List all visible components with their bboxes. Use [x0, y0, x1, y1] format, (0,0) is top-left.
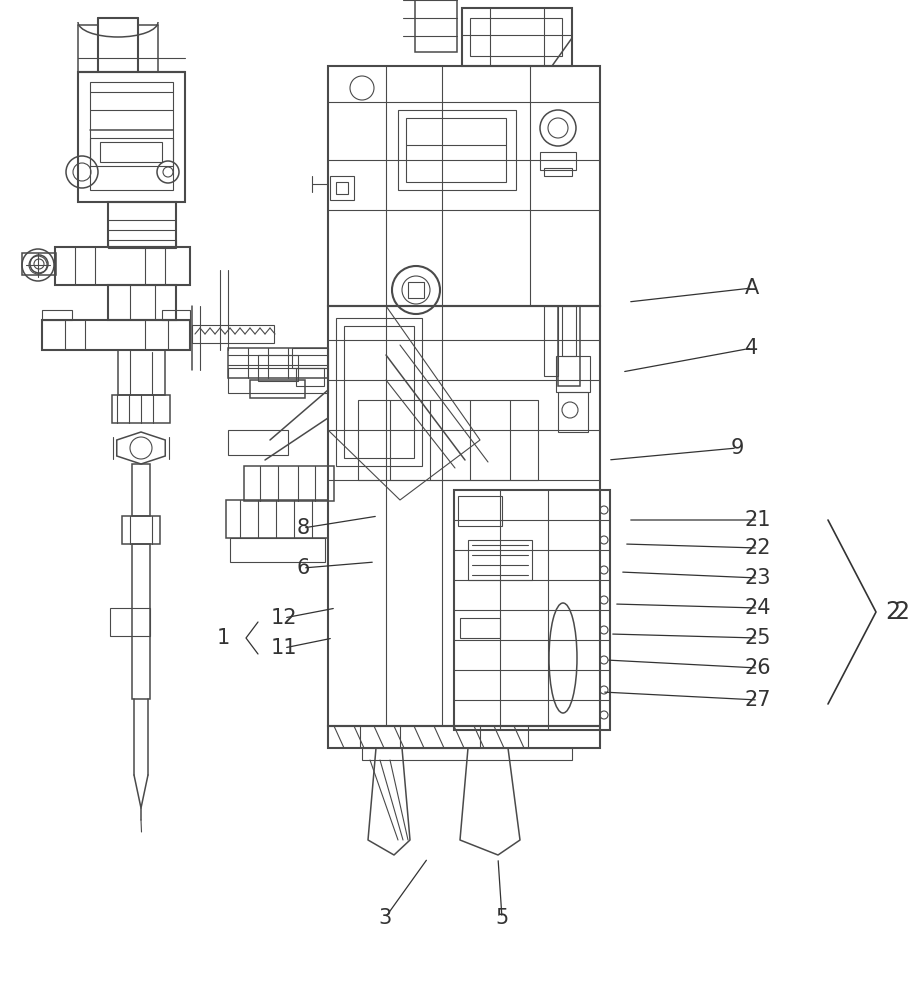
Text: 6: 6	[296, 558, 310, 578]
Text: 24: 24	[745, 598, 772, 618]
Bar	[118, 350, 165, 395]
Bar	[112, 395, 170, 423]
Bar	[228, 430, 288, 455]
Text: 11: 11	[271, 638, 297, 658]
Text: 26: 26	[744, 658, 772, 678]
Bar	[556, 356, 590, 392]
Text: 2: 2	[894, 600, 909, 624]
Text: 1: 1	[217, 628, 230, 648]
Text: 22: 22	[745, 538, 772, 558]
Bar	[558, 306, 580, 386]
Bar	[406, 118, 506, 182]
Bar	[336, 182, 348, 194]
Text: 27: 27	[745, 690, 772, 710]
Text: 23: 23	[745, 568, 772, 588]
Bar	[132, 544, 150, 699]
Text: A: A	[745, 278, 759, 298]
Text: 5: 5	[496, 908, 508, 928]
Bar	[244, 466, 334, 501]
Bar	[558, 392, 588, 432]
Bar	[454, 490, 610, 730]
Bar	[462, 8, 572, 66]
Bar	[336, 318, 422, 466]
Bar	[415, 0, 457, 52]
Bar	[108, 240, 176, 248]
Bar	[460, 618, 500, 638]
Bar	[100, 142, 162, 162]
Bar	[22, 253, 56, 275]
Bar	[228, 368, 328, 393]
Bar	[226, 500, 328, 538]
Bar	[228, 348, 328, 378]
Bar	[78, 72, 185, 202]
Text: 25: 25	[745, 628, 772, 648]
Bar	[458, 496, 502, 526]
Bar	[562, 306, 576, 356]
Text: 12: 12	[271, 608, 297, 628]
Bar	[328, 726, 600, 748]
Bar	[328, 66, 600, 306]
Bar	[544, 306, 558, 376]
Bar	[230, 538, 325, 562]
Bar	[108, 285, 176, 320]
Text: 2: 2	[885, 600, 900, 624]
Bar	[108, 202, 176, 247]
Bar	[42, 320, 190, 350]
Bar	[110, 608, 150, 636]
Bar	[470, 18, 562, 56]
Text: 9: 9	[731, 438, 743, 458]
Bar	[250, 380, 305, 398]
Bar	[398, 110, 516, 190]
Bar	[328, 306, 600, 726]
Bar	[544, 168, 572, 176]
Bar	[292, 348, 328, 368]
Bar	[330, 176, 354, 200]
Bar	[358, 400, 538, 480]
Text: 8: 8	[296, 518, 310, 538]
Bar	[122, 516, 160, 544]
Text: 4: 4	[745, 338, 759, 358]
Bar	[90, 82, 173, 190]
Bar	[362, 748, 572, 760]
Bar	[540, 152, 576, 170]
Bar	[344, 326, 414, 458]
Bar	[192, 325, 274, 343]
Bar	[42, 310, 72, 320]
Bar	[132, 464, 150, 516]
Text: 3: 3	[378, 908, 392, 928]
Bar	[90, 138, 173, 166]
Bar	[162, 310, 190, 320]
Text: 21: 21	[745, 510, 772, 530]
Bar	[55, 247, 190, 285]
Bar	[468, 540, 532, 580]
Bar	[296, 368, 324, 386]
Bar	[408, 282, 424, 298]
Bar	[258, 355, 298, 381]
